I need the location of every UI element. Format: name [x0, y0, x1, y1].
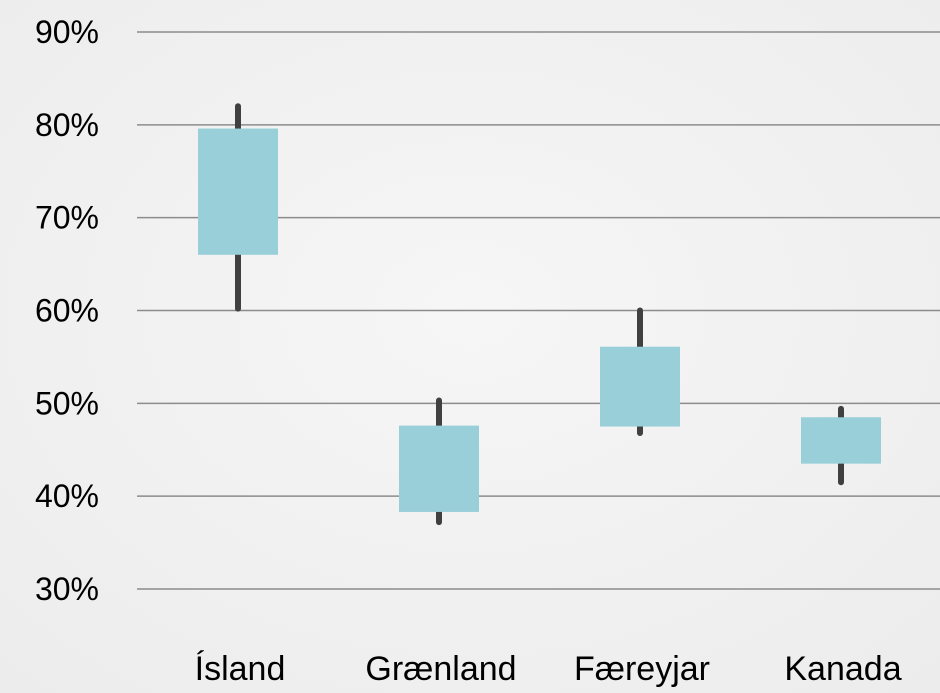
boxes	[198, 103, 881, 526]
y-tick-label: 70%	[35, 200, 99, 236]
box	[600, 346, 680, 427]
category-label: Færeyjar	[574, 650, 710, 688]
x-axis-categories: Ísland Grænland Færeyjar Kanada	[195, 650, 902, 688]
y-tick-label: 30%	[35, 571, 99, 607]
y-tick-label: 60%	[35, 293, 99, 329]
category-label: Grænland	[365, 650, 516, 688]
gridlines	[137, 31, 940, 590]
box	[399, 425, 479, 512]
category-label: Ísland	[195, 650, 286, 688]
box	[801, 417, 881, 464]
y-axis-ticks: 30% 40% 50% 60% 70% 80% 90%	[35, 14, 99, 607]
category-label: Kanada	[784, 650, 901, 688]
y-tick-label: 80%	[35, 107, 99, 143]
y-tick-label: 40%	[35, 478, 99, 514]
y-tick-label: 50%	[35, 385, 99, 421]
box	[198, 128, 278, 255]
y-tick-label: 90%	[35, 14, 99, 50]
